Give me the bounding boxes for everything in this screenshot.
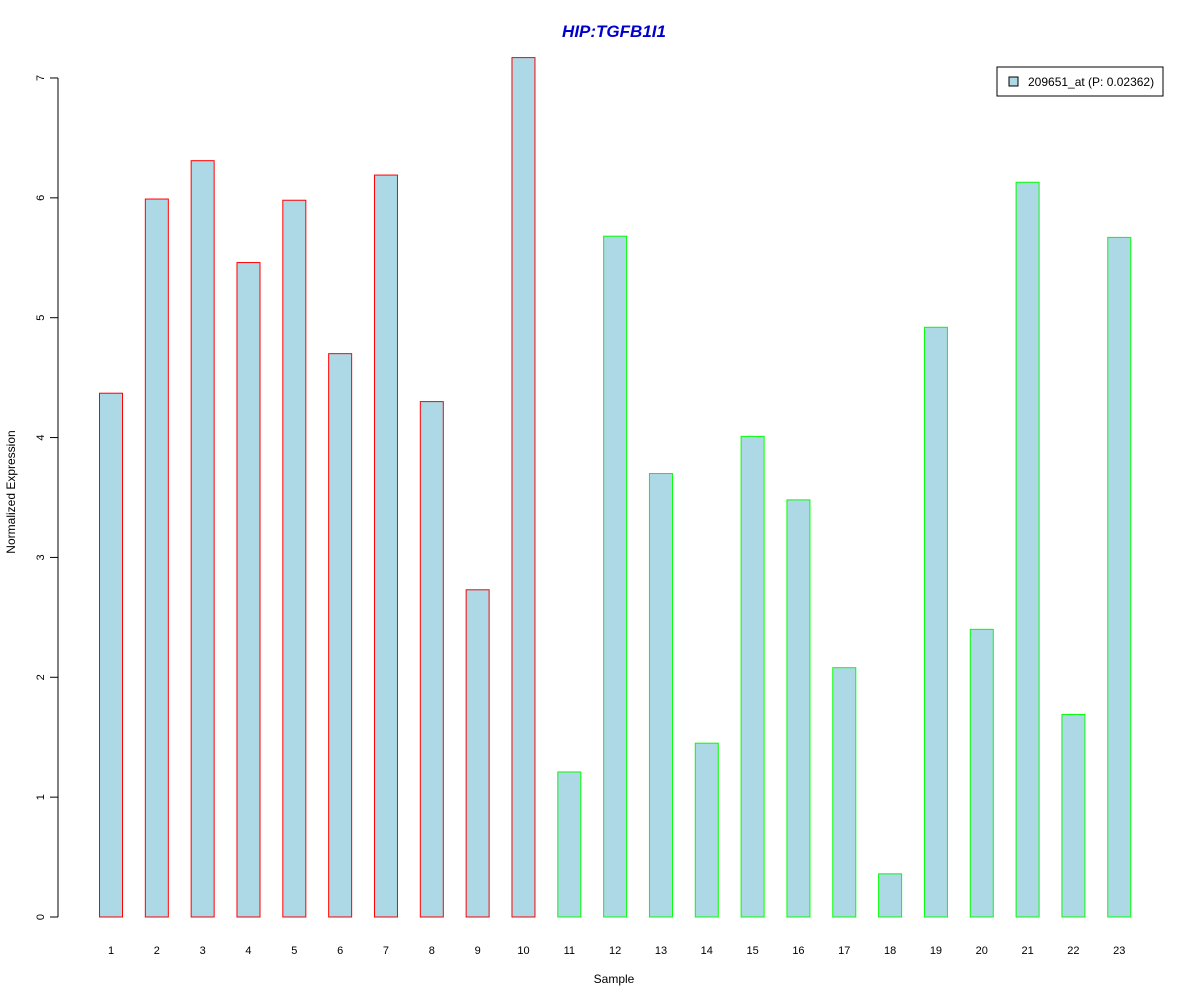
- legend-box: [996, 66, 1164, 97]
- x-tick-label: 18: [884, 945, 896, 957]
- bar-sample-4: [236, 262, 261, 918]
- x-tick-label: 3: [200, 945, 206, 957]
- bar-sample-11: [557, 771, 582, 918]
- y-tick-label: 0: [35, 914, 47, 920]
- x-tick-label: 6: [337, 945, 343, 957]
- x-tick-label: 1: [108, 945, 114, 957]
- y-tick-label: 3: [35, 554, 47, 560]
- x-tick-label: 10: [517, 945, 529, 957]
- y-tick-label: 6: [35, 195, 47, 201]
- y-axis: 0 1 2 3 4 5 6 7: [35, 75, 59, 920]
- bar-sample-21: [1015, 181, 1040, 918]
- x-tick-label: 16: [792, 945, 804, 957]
- bar-sample-17: [832, 667, 857, 918]
- bar-sample-2: [144, 198, 169, 918]
- x-tick-label: 13: [655, 945, 667, 957]
- bar-sample-8: [419, 401, 444, 918]
- x-tick-label: 19: [930, 945, 942, 957]
- bar-sample-13: [648, 473, 673, 918]
- bars-group: [99, 57, 1132, 918]
- x-tick-label: 17: [838, 945, 850, 957]
- x-tick-label: 4: [245, 945, 251, 957]
- x-tick-label: 22: [1067, 945, 1079, 957]
- bar-sample-19: [923, 326, 948, 918]
- bar-sample-7: [373, 174, 398, 918]
- y-tick-label: 2: [35, 674, 47, 680]
- y-tick-label: 1: [35, 794, 47, 800]
- bar-sample-16: [786, 499, 811, 918]
- x-tick-label: 2: [154, 945, 160, 957]
- bar-sample-10: [511, 57, 536, 918]
- bar-sample-23: [1107, 236, 1132, 918]
- x-tick-label: 7: [383, 945, 389, 957]
- x-tick-label: 8: [429, 945, 435, 957]
- bar-sample-6: [328, 353, 353, 918]
- legend-swatch: [1008, 76, 1019, 87]
- y-tick-label: 4: [35, 434, 47, 440]
- y-axis-label: Normalized Expression: [4, 430, 18, 553]
- bar-sample-15: [740, 435, 765, 918]
- bar-sample-3: [190, 160, 215, 918]
- bar-sample-1: [99, 392, 123, 918]
- bar-sample-12: [603, 235, 628, 918]
- bar-sample-9: [465, 589, 490, 918]
- x-tick-label: 5: [291, 945, 297, 957]
- x-tick-label: 15: [746, 945, 758, 957]
- y-tick-label: 5: [35, 315, 47, 321]
- legend: 209651_at (P: 0.02362): [996, 66, 1164, 97]
- x-tick-label: 14: [701, 945, 713, 957]
- bar-sample-20: [969, 628, 994, 918]
- bar-sample-18: [878, 873, 903, 918]
- bar-sample-5: [282, 199, 307, 918]
- bar-sample-14: [694, 742, 719, 918]
- x-tick-label: 12: [609, 945, 621, 957]
- bar-sample-22: [1061, 713, 1086, 918]
- x-tick-label: 9: [475, 945, 481, 957]
- y-tick-label: 7: [35, 75, 47, 81]
- x-tick-label: 23: [1113, 945, 1125, 957]
- legend-label: 209651_at (P: 0.02362): [1028, 75, 1154, 89]
- x-tick-label: 21: [1021, 945, 1033, 957]
- x-axis-label: Sample: [594, 972, 635, 986]
- x-tick-label: 11: [564, 945, 575, 957]
- chart-title: HIP:TGFB1I1: [562, 22, 666, 41]
- x-tick-labels: 1 2 3 4 5 6 7 8 9 10 11 12 13 14 15 16 17 18 19 20 21 22 23: [108, 945, 1125, 957]
- x-tick-label: 20: [976, 945, 988, 957]
